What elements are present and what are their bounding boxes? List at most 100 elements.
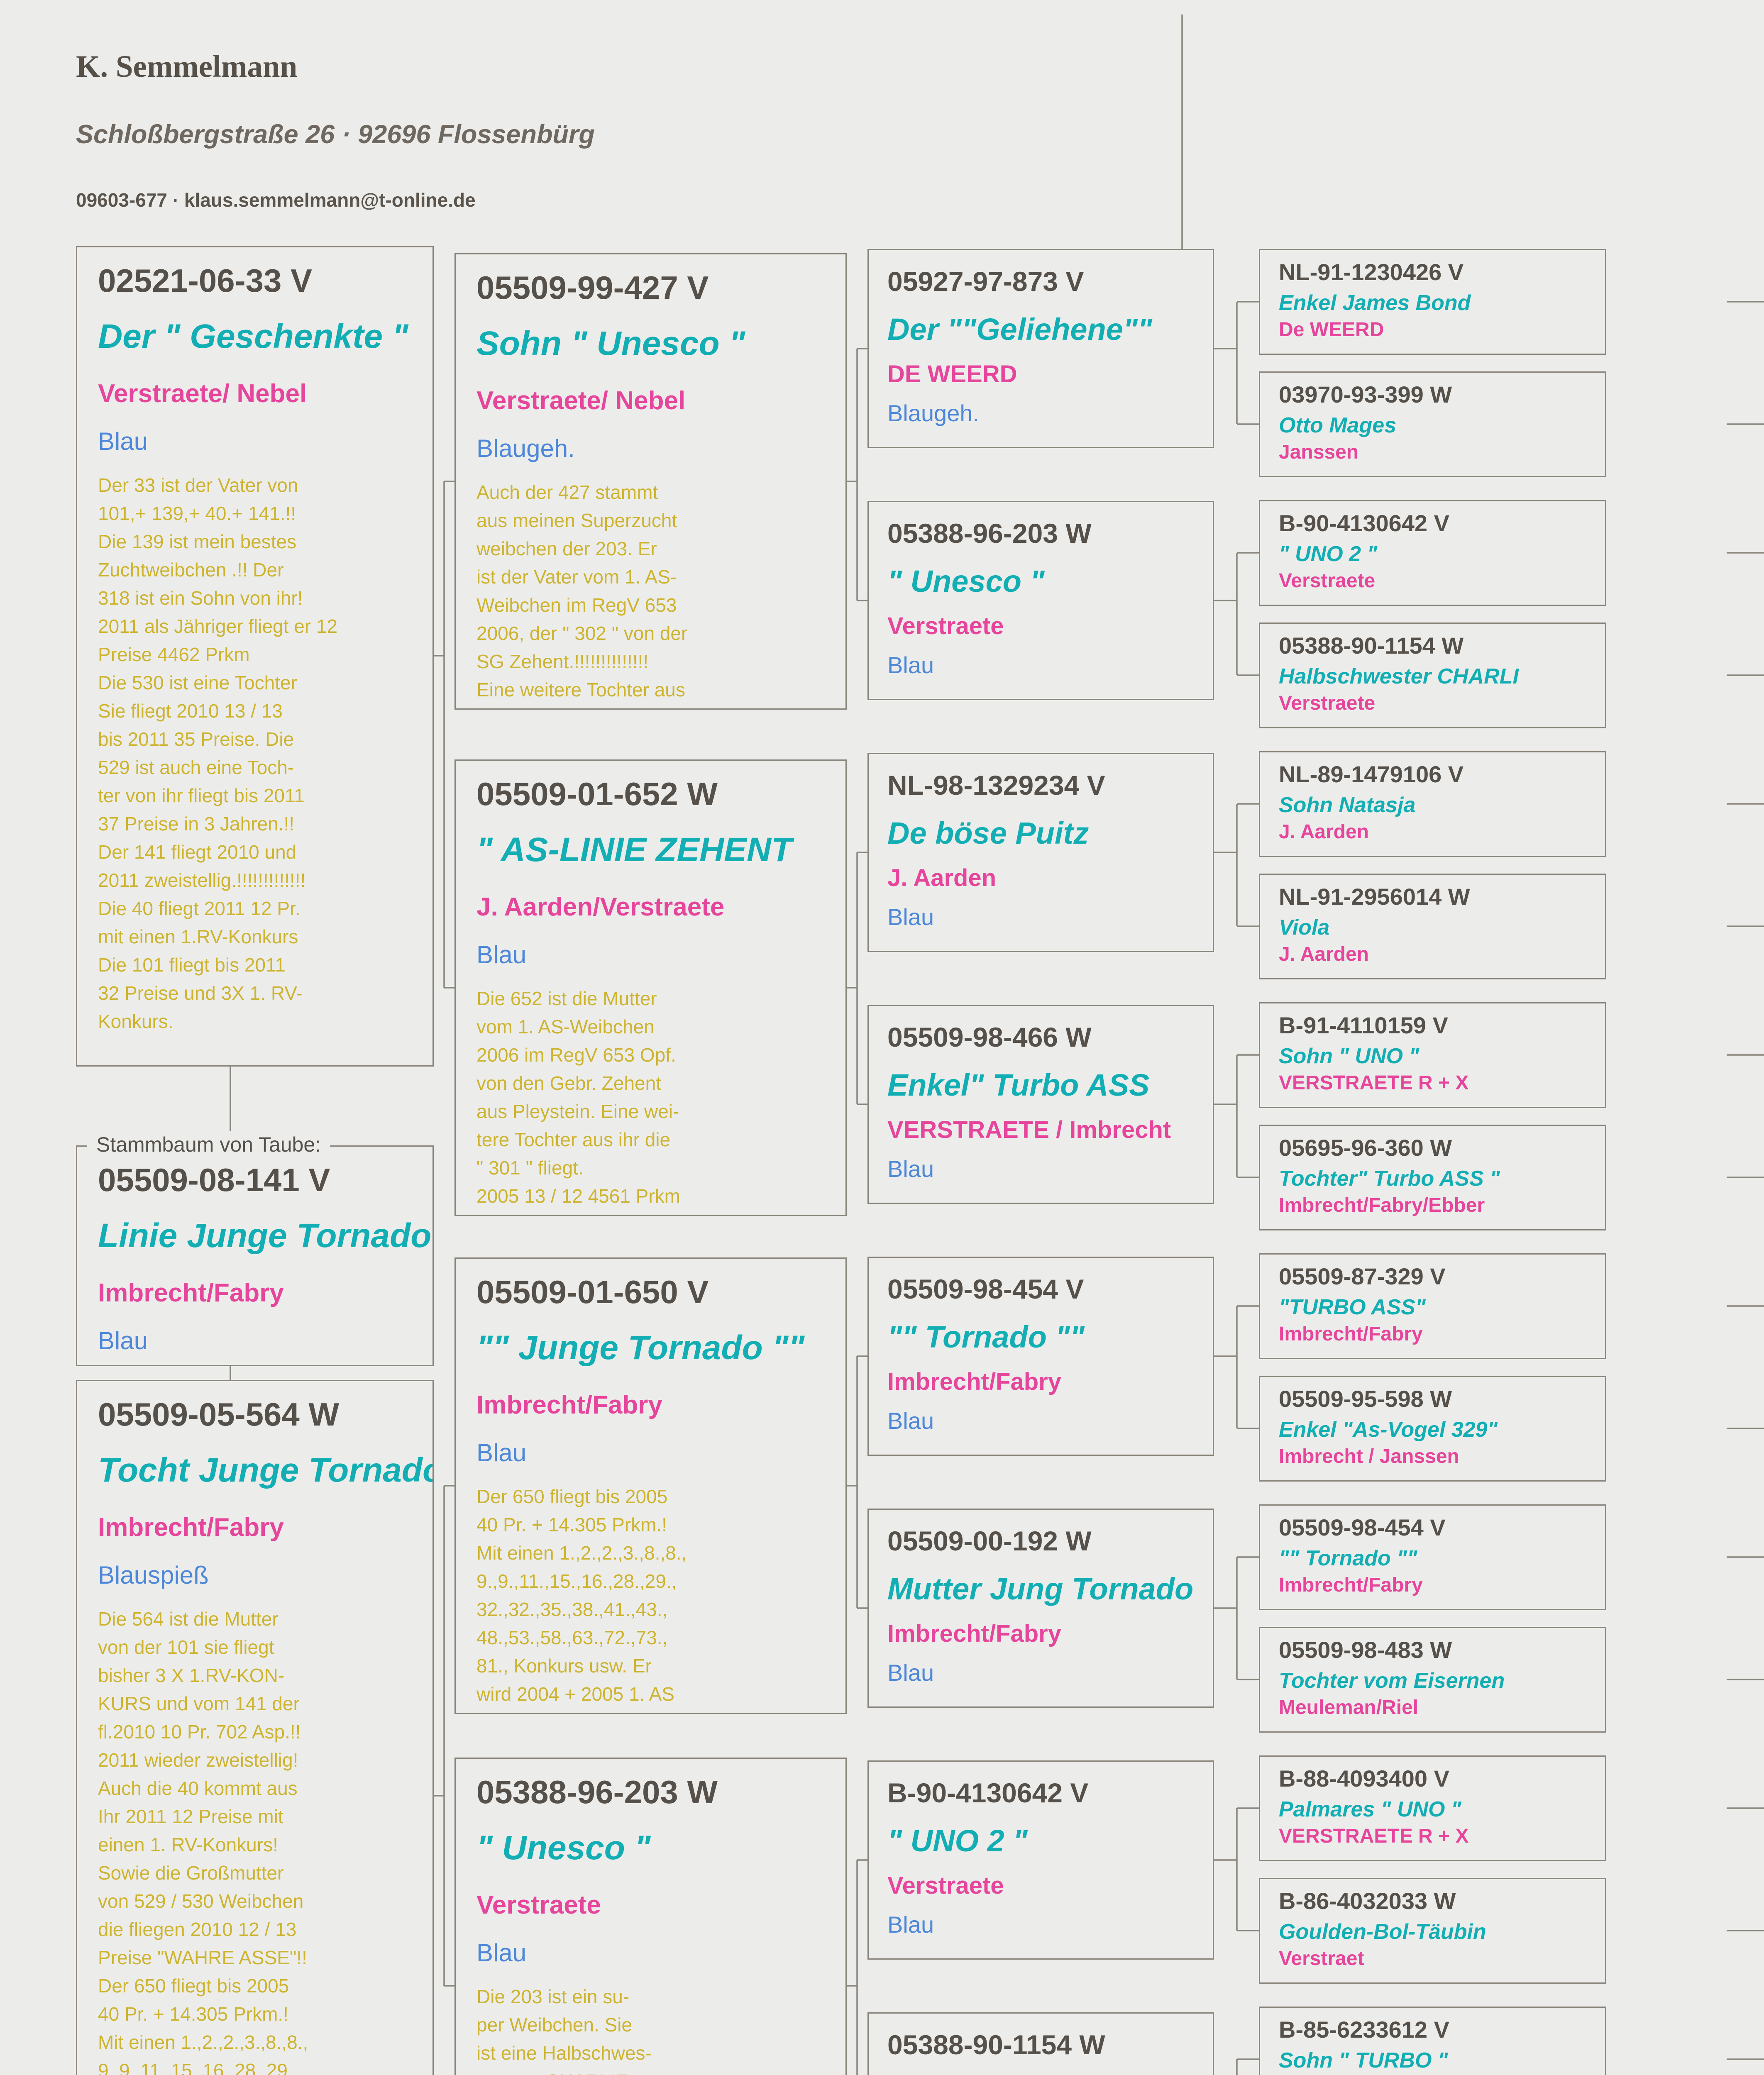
- pedigree-box-subject: 05509-08-141 V Linie Junge Tornado Imbre…: [76, 1145, 434, 1366]
- pigeon-name: Tocht Junge Tornado: [98, 1451, 434, 1489]
- color-label: Blau: [887, 1408, 934, 1434]
- notes-text: Der 650 fliegt bis 2005 40 Pr. + 14.305 …: [476, 1486, 687, 1705]
- breeder-name: Imbrecht/Fabry: [1279, 1574, 1423, 1596]
- ring-number: 05388-90-1154 W: [1279, 632, 1464, 659]
- pigeon-name: Halbschwester CHARLI: [887, 2072, 1213, 2075]
- pedigree-box-g3-0: 05927-97-873 V Der ""Geliehene"" DE WEER…: [867, 249, 1214, 448]
- pigeon-name: Sohn Natasja: [1279, 793, 1416, 817]
- pedigree-box-g4-3: 05388-90-1154 W Halbschwester CHARLI Ver…: [1259, 622, 1606, 728]
- color-label: Blau: [476, 941, 527, 969]
- breeder-name: J. Aarden/Verstraete: [476, 893, 725, 921]
- pedigree-box-g2-2: 05509-01-650 V "" Junge Tornado "" Imbre…: [454, 1257, 847, 1714]
- breeder-name: Imbrecht/Fabry: [887, 1368, 1061, 1395]
- color-label: Blauspieß: [98, 1561, 209, 1589]
- breeder-name: J. Aarden: [887, 864, 997, 891]
- breeder-name: Imbrecht/Fabry: [1279, 1323, 1423, 1345]
- pedigree-box-g4-2: B-90-4130642 V " UNO 2 " Verstraete: [1259, 500, 1606, 606]
- pedigree-box-g4-8: 05509-87-329 V "TURBO ASS" Imbrecht/Fabr…: [1259, 1253, 1606, 1359]
- pigeon-name: De böse Puitz: [887, 816, 1089, 850]
- pedigree-box-g4-13: B-86-4032033 W Goulden-Bol-Täubin Verstr…: [1259, 1878, 1606, 1984]
- pedigree-box-g3-7: 05388-90-1154 W Halbschwester CHARLI Ver…: [867, 2012, 1214, 2075]
- pedigree-box-g4-7: 05695-96-360 W Tochter" Turbo ASS " Imbr…: [1259, 1125, 1606, 1230]
- ring-number: 05927-97-873 V: [887, 266, 1084, 297]
- owner-contact: 09603-677 · klaus.semmelmann@t-online.de: [76, 189, 476, 211]
- notes-text: Auch der 427 stammt aus meinen Superzuch…: [476, 481, 688, 701]
- pedigree-box-g4-12: B-88-4093400 V Palmares " UNO " VERSTRAE…: [1259, 1755, 1606, 1861]
- ring-number: B-86-4032033 W: [1279, 1888, 1456, 1914]
- notes-text: Die 203 ist ein su- per Weibchen. Sie is…: [476, 1986, 664, 2075]
- pedigree-box-dam: 05509-05-564 W Tocht Junge Tornado Imbre…: [76, 1380, 434, 2075]
- pedigree-box-g4-1: 03970-93-399 W Otto Mages Janssen: [1259, 371, 1606, 477]
- ring-number: B-91-4110159 V: [1279, 1012, 1448, 1038]
- pigeon-name: Viola: [1279, 915, 1330, 940]
- owner-name: K. Semmelmann: [76, 49, 298, 84]
- pigeon-name: " AS-LINIE ZEHENT: [476, 831, 792, 869]
- pigeon-name: Tochter" Turbo ASS ": [1279, 1167, 1500, 1191]
- ring-number: 05509-08-141 V: [98, 1162, 330, 1198]
- breeder-name: Imbrecht / Janssen: [1279, 1445, 1459, 1467]
- pedigree-box-g3-3: 05509-98-466 W Enkel" Turbo ASS VERSTRAE…: [867, 1005, 1214, 1204]
- pedigree-box-g3-1: 05388-96-203 W " Unesco " Verstraete Bla…: [867, 501, 1214, 700]
- color-label: Blau: [98, 1327, 148, 1355]
- color-label: Blau: [887, 1911, 934, 1938]
- color-label: Blau: [887, 652, 934, 678]
- ring-number: 05509-98-454 V: [887, 1274, 1084, 1304]
- breeder-name: Imbrecht/Fabry: [476, 1391, 662, 1419]
- pigeon-name: " Unesco ": [476, 1829, 651, 1867]
- pigeon-name: "" Junge Tornado "": [476, 1329, 805, 1367]
- ring-number: 02521-06-33 V: [98, 262, 313, 299]
- tree-title-label: Stammbaum von Taube:: [87, 1131, 330, 1158]
- ring-number: B-88-4093400 V: [1279, 1765, 1449, 1792]
- ring-number: B-90-4130642 V: [1279, 510, 1449, 536]
- color-label: Blaugeh.: [887, 400, 980, 426]
- ring-number: 05509-01-650 V: [476, 1274, 709, 1310]
- breeder-name: Verstraete: [476, 1891, 601, 1919]
- notes-text: Die 564 ist die Mutter von der 101 sie f…: [98, 1608, 308, 2075]
- pigeon-name: Mutter Jung Tornado: [887, 1572, 1194, 1606]
- pigeon-name: "" Tornado "": [887, 1320, 1085, 1354]
- pedigree-box-g4-0: NL-91-1230426 V Enkel James Bond De WEER…: [1259, 249, 1606, 355]
- ring-number: 05388-96-203 W: [476, 1774, 718, 1810]
- pedigree-box-g3-5: 05509-00-192 W Mutter Jung Tornado Imbre…: [867, 1509, 1214, 1708]
- ring-number: 05388-90-1154 W: [887, 2029, 1105, 2060]
- ring-number: B-85-6233612 V: [1279, 2016, 1449, 2043]
- pigeon-name: " Unesco ": [887, 564, 1045, 598]
- pedigree-box-g3-4: 05509-98-454 V "" Tornado "" Imbrecht/Fa…: [867, 1257, 1214, 1456]
- breeder-name: Verstraete/ Nebel: [98, 379, 307, 408]
- pedigree-box-g4-9: 05509-95-598 W Enkel "As-Vogel 329" Imbr…: [1259, 1376, 1606, 1482]
- breeder-name: Verstraete: [887, 1872, 1004, 1899]
- breeder-name: Imbrecht/Fabry: [98, 1513, 284, 1542]
- notes-text: Die 652 ist die Mutter vom 1. AS-Weibche…: [476, 988, 680, 1207]
- breeder-name: Meuleman/Riel: [1279, 1697, 1419, 1719]
- ring-number: B-90-4130642 V: [887, 1777, 1089, 1808]
- pedigree-box-g3-2: NL-98-1329234 V De böse Puitz J. Aarden …: [867, 753, 1214, 952]
- ring-number: NL-91-2956014 W: [1279, 884, 1470, 910]
- breeder-name: Verstraete: [1279, 570, 1376, 592]
- color-label: Blau: [98, 427, 148, 455]
- ring-number: NL-98-1329234 V: [887, 770, 1105, 801]
- pigeon-name: Enkel "As-Vogel 329": [1279, 1418, 1498, 1442]
- ring-number: NL-89-1479106 V: [1279, 761, 1464, 787]
- ring-number: 05509-98-483 W: [1279, 1637, 1452, 1663]
- ring-number: NL-91-1230426 V: [1279, 259, 1464, 285]
- breeder-name: VERSTRAETE / Imbrecht: [887, 1116, 1171, 1143]
- color-label: Blau: [476, 1939, 527, 1967]
- breeder-name: DE WEERD: [887, 361, 1017, 388]
- pigeon-name: Sohn " UNO ": [1279, 1044, 1420, 1068]
- pedigree-box-g4-10: 05509-98-454 V "" Tornado "" Imbrecht/Fa…: [1259, 1504, 1606, 1610]
- ring-number: 05509-99-427 V: [476, 269, 709, 306]
- breeder-name: Imbrecht/Fabry/Ebber: [1279, 1194, 1485, 1216]
- owner-address: Schloßbergstraße 26 · 92696 Flossenbürg: [76, 120, 595, 149]
- pedigree-box-sire: 02521-06-33 V Der " Geschenkte " Verstra…: [76, 246, 434, 1067]
- breeder-name: Verstraete: [1279, 692, 1376, 714]
- pedigree-box-g2-0: 05509-99-427 V Sohn " Unesco " Verstraet…: [454, 253, 847, 710]
- pigeon-name: Sohn " Unesco ": [476, 325, 745, 362]
- ring-number: 05509-05-564 W: [98, 1396, 340, 1433]
- breeder-name: Imbrecht/Fabry: [887, 1620, 1061, 1647]
- notes-text: Der 33 ist der Vater von 101,+ 139,+ 40.…: [98, 474, 338, 1032]
- breeder-name: VERSTRAETE R + X: [1279, 1825, 1469, 1847]
- pedigree-box-g4-14: B-85-6233612 V Sohn " TURBO " Verstraete: [1259, 2007, 1606, 2075]
- breeder-name: J. Aarden: [1279, 943, 1369, 965]
- color-label: Blaugeh.: [476, 435, 575, 462]
